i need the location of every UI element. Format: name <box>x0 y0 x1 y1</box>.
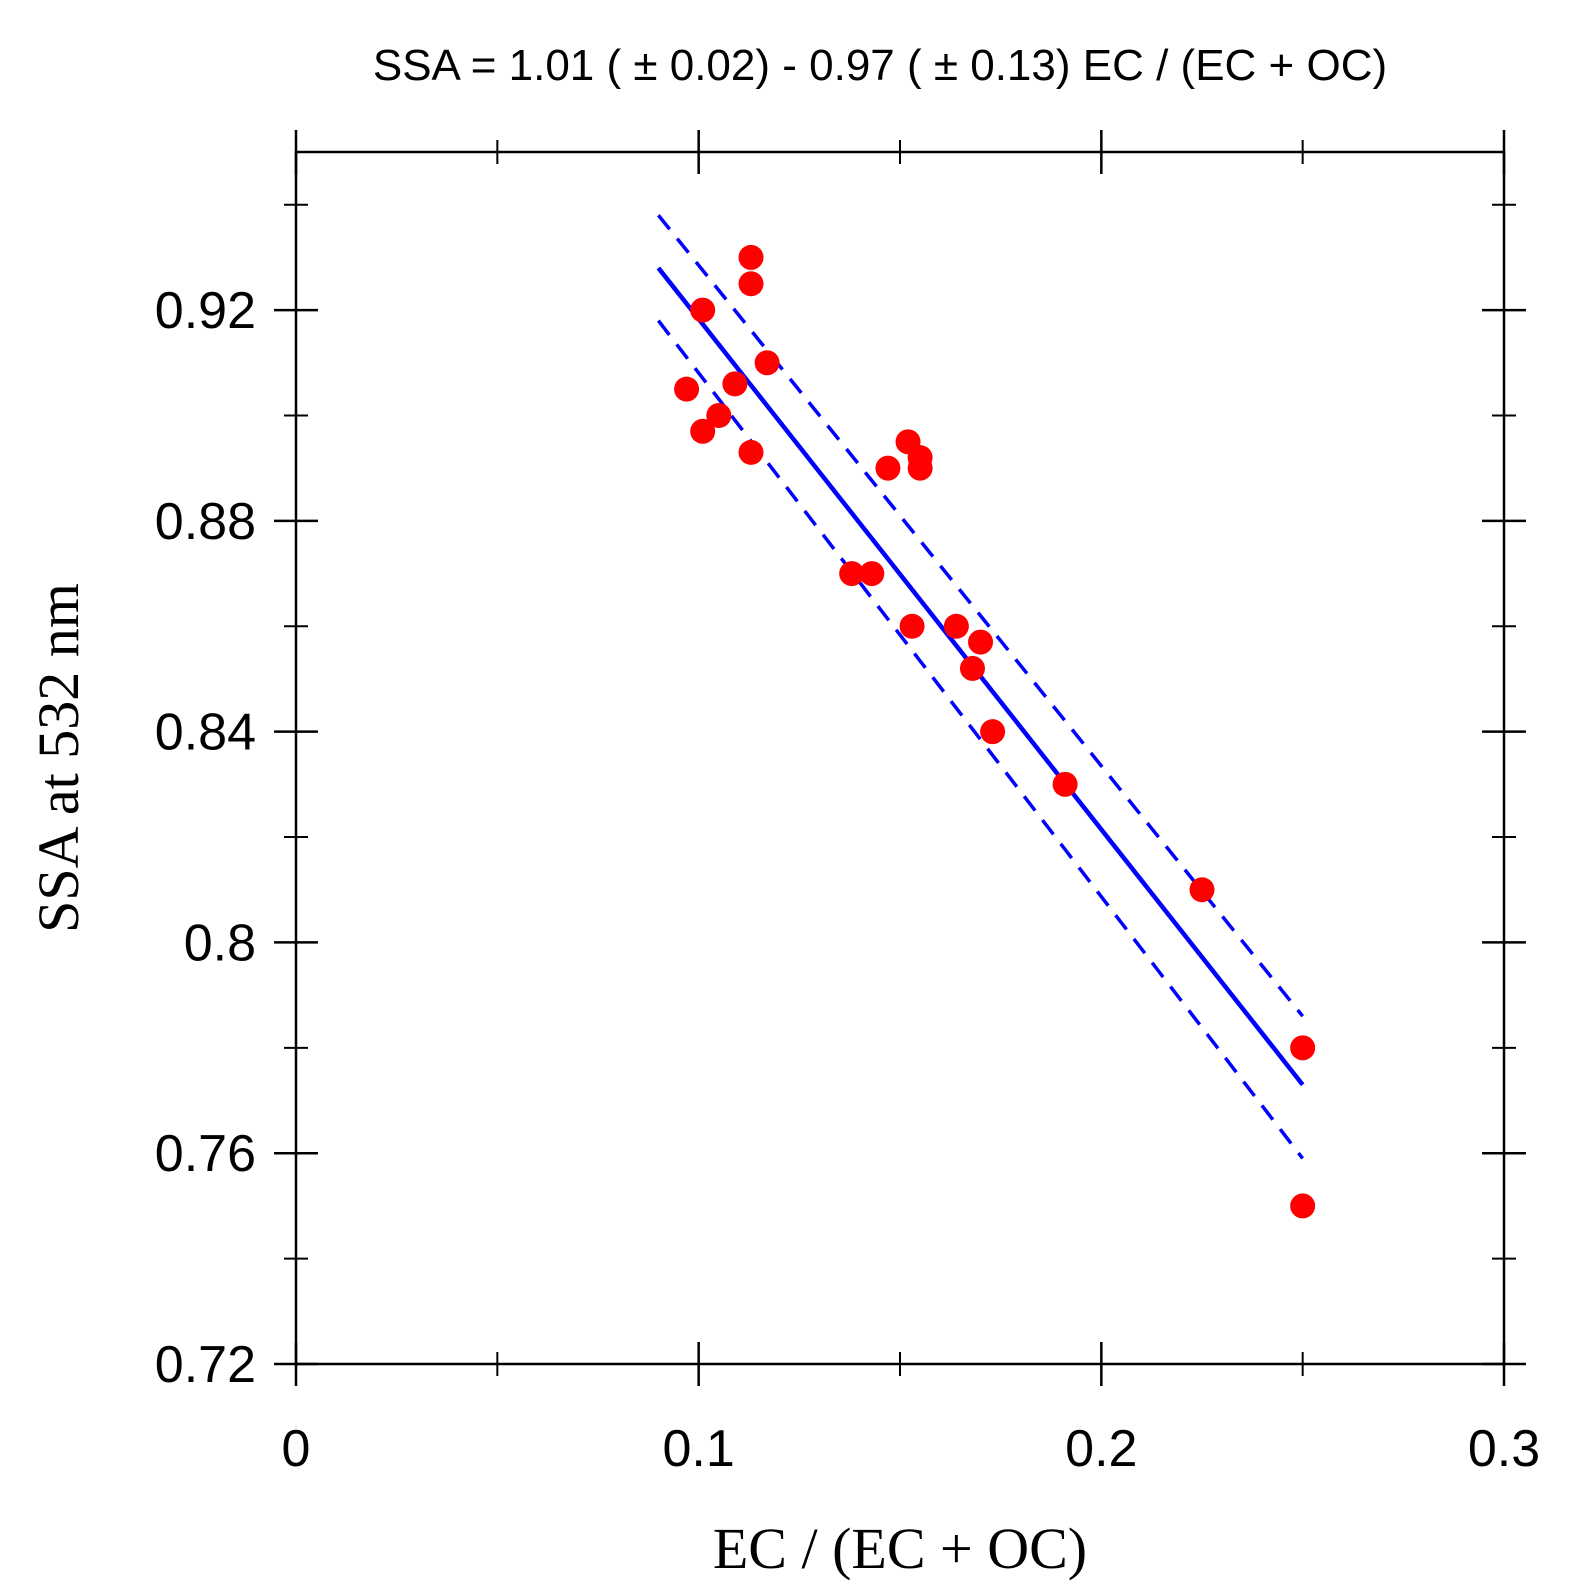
data-point <box>1290 1035 1316 1061</box>
data-point <box>980 719 1006 745</box>
data-point <box>943 613 969 639</box>
y-tick-label: 0.76 <box>155 1125 256 1183</box>
data-point <box>959 655 985 681</box>
data-point <box>738 439 764 465</box>
data-point <box>738 271 764 297</box>
data-point <box>1290 1193 1316 1219</box>
data-point <box>754 350 780 376</box>
data-point <box>690 418 716 444</box>
x-axis-label: EC / (EC + OC) <box>713 1516 1087 1581</box>
data-point <box>1189 877 1215 903</box>
data-point <box>674 376 700 402</box>
y-tick-label: 0.88 <box>155 493 256 551</box>
x-tick-label: 0 <box>282 1420 311 1478</box>
data-point <box>859 561 885 587</box>
y-tick-label: 0.8 <box>184 914 256 972</box>
data-point <box>875 455 901 481</box>
data-point <box>738 244 764 270</box>
data-point <box>907 455 933 481</box>
data-points <box>674 244 1316 1219</box>
confidence-dashed-line <box>657 319 1305 1160</box>
y-axis-label: SSA at 532 nm <box>26 583 91 933</box>
data-point <box>722 371 748 397</box>
data-point <box>899 613 925 639</box>
data-point <box>706 402 732 428</box>
data-point <box>1052 771 1078 797</box>
fit-lines <box>656 214 1305 1160</box>
axis-tick-labels: 0 0.1 0.2 0.3 0.72 0.76 0.8 0.84 0.88 0.92 <box>155 282 1540 1478</box>
data-point <box>839 561 865 587</box>
y-tick-label: 0.72 <box>155 1336 256 1394</box>
data-point <box>690 297 716 323</box>
x-tick-label: 0.3 <box>1468 1420 1540 1478</box>
plot-frame <box>294 150 1506 1366</box>
x-tick-label: 0.1 <box>663 1420 735 1478</box>
y-tick-label: 0.92 <box>155 282 256 340</box>
data-point <box>968 629 994 655</box>
x-tick-label: 0.2 <box>1065 1420 1137 1478</box>
axis-ticks <box>274 130 1526 1386</box>
chart-title: SSA = 1.01 ( ± 0.02) - 0.97 ( ± 0.13) EC… <box>373 41 1387 90</box>
y-tick-label: 0.84 <box>155 704 256 762</box>
